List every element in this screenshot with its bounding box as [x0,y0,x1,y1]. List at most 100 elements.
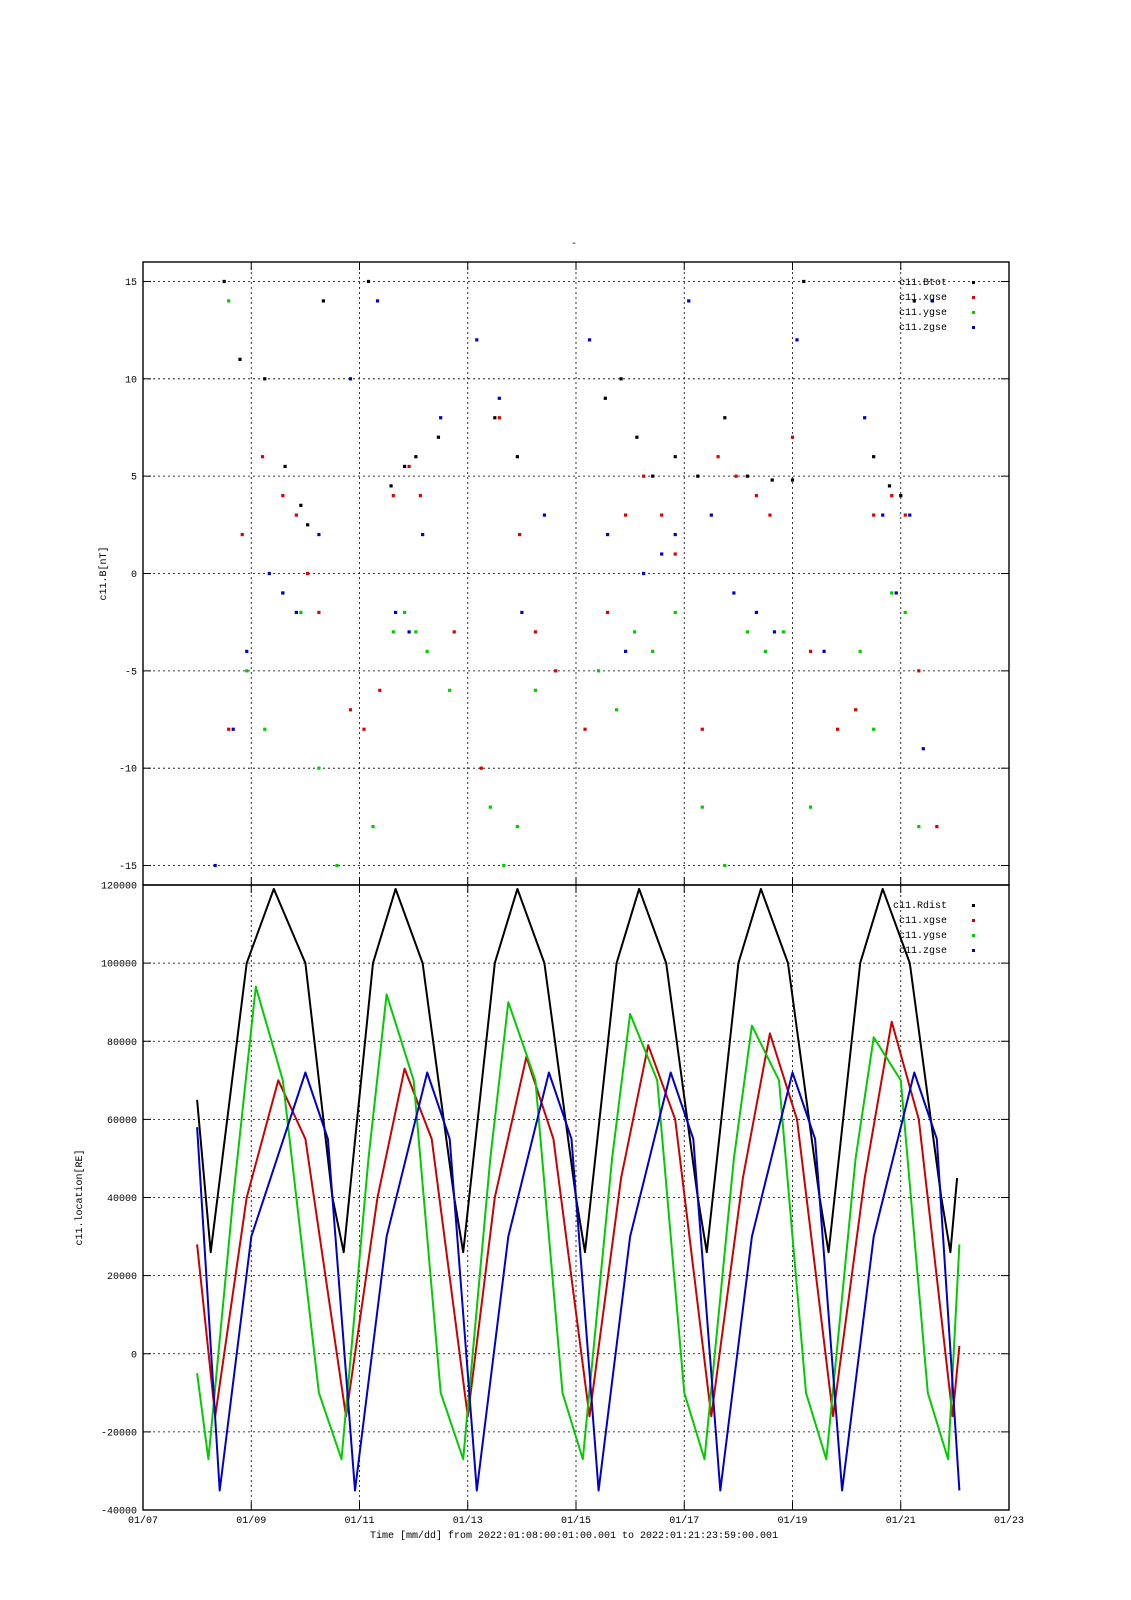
y-tick-label: -15 [119,862,137,873]
data-point [772,630,777,634]
data-point [335,863,339,868]
data-point [533,688,538,692]
data-point [642,474,646,478]
data-point [348,708,353,712]
data-point [673,455,677,459]
data-point [858,649,862,653]
magnetic-field-panel: -15-10-5051015c11.B[nT]c11.Btotc11.xgsec… [98,261,1010,886]
legend-entry: c11.ygse [899,931,947,942]
data-point [887,484,892,488]
data-point [770,478,774,482]
data-point [890,494,894,498]
data-point [267,571,271,576]
data-point [418,494,422,498]
series-c11-ygse [227,299,921,868]
data-point [917,824,921,829]
data-point [795,338,799,342]
data-point [389,484,393,488]
data-point [763,649,768,653]
y-tick-label: 20000 [107,1272,137,1283]
data-point [899,494,903,498]
data-point [502,863,506,868]
data-point [436,435,441,439]
data-point [393,610,398,615]
data-point [518,532,522,537]
data-point [306,523,310,527]
x-tick-label: 01/17 [669,1515,699,1527]
data-point [421,532,425,537]
data-point [700,727,704,731]
data-point [872,455,876,459]
legend: c11.Rdist c11.xgse c11.ygse c11.zgse [893,900,975,957]
series-c11-Btot [222,279,916,527]
data-point [603,396,607,400]
data-point [403,464,407,469]
data-point [935,824,939,829]
legend-marker [972,904,975,907]
data-point [283,464,287,469]
data-point [732,591,736,595]
data-point [872,513,876,517]
series-line [196,1020,961,1418]
data-point [317,766,321,770]
data-point [723,863,727,868]
data-point [696,474,700,478]
data-point [863,416,867,420]
data-point [317,610,321,615]
x-tick-label: 01/21 [886,1515,916,1527]
data-point [403,610,407,615]
data-point [227,299,231,303]
data-point [587,338,592,342]
data-point [317,532,321,537]
data-point [808,649,813,653]
data-point [533,630,538,634]
legend-marker [972,949,975,952]
data-point [745,630,749,634]
data-point [263,377,267,381]
data-point [754,494,759,498]
legend-marker [972,296,975,299]
data-point [624,513,628,517]
y-tick-label: 5 [131,473,137,484]
y-tick-label: -10 [119,765,137,776]
legend: c11.Btot c11.xgse c11.ygse c11.zgse [899,278,975,334]
data-point [894,591,898,595]
figure-top-title: - [571,239,577,250]
data-point [854,708,858,712]
data-point [723,416,727,420]
x-tick-label: 01/11 [344,1515,374,1527]
y-tick-label: 100000 [101,960,137,971]
data-point [306,571,310,576]
data-point [227,727,231,731]
data-point [425,649,429,653]
data-point [917,669,921,673]
x-tick-label: 01/09 [236,1515,266,1527]
data-point [321,299,326,303]
data-point [881,513,885,517]
data-point [754,610,759,615]
data-point [520,610,524,615]
data-point [231,727,235,731]
data-point [407,630,411,634]
x-tick-label: 01/19 [777,1515,807,1527]
data-point [768,513,772,517]
data-point [263,727,267,731]
y-tick-label: 15 [125,278,137,289]
data-point [673,532,677,537]
y-tick-label: -40000 [101,1507,137,1518]
legend-marker [972,919,975,922]
data-point [452,630,456,634]
data-point [407,464,411,469]
series-line [196,985,961,1461]
data-point [439,416,443,420]
data-point [651,649,655,653]
data-point [299,610,303,615]
data-point [921,747,925,751]
data-point [583,727,587,731]
data-point [294,610,298,615]
series-c11-zgse [213,299,934,868]
legend-entry: c11.zgse [899,946,947,957]
data-point [240,532,244,537]
data-point [375,299,380,303]
legend-entry: c11.ygse [899,308,947,319]
